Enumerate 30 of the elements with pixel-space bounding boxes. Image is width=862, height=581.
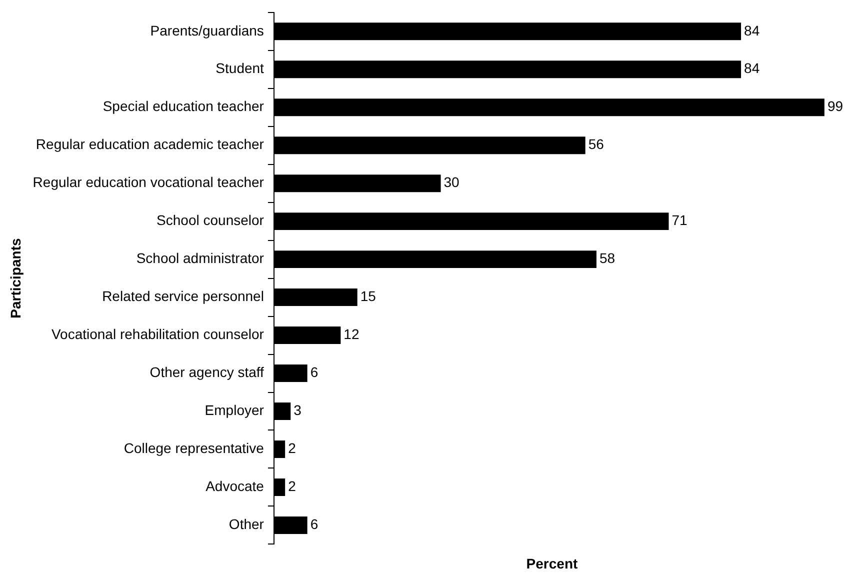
data-label: 15	[360, 288, 376, 304]
y-tick-label: School administrator	[136, 250, 264, 266]
y-tick-label: College representative	[124, 440, 264, 456]
y-tick-label: Special education teacher	[102, 98, 264, 114]
y-tick-label: Advocate	[206, 478, 264, 494]
data-label: 6	[310, 364, 318, 380]
data-label: 56	[588, 136, 604, 152]
y-tick-label: Vocational rehabilitation counselor	[51, 326, 264, 342]
data-label: 2	[288, 478, 296, 494]
y-axis-title: Participants	[7, 238, 24, 318]
y-tick-label: Parents/guardians	[150, 22, 264, 38]
data-label: 3	[294, 402, 302, 418]
y-tick-label: Regular education academic teacher	[36, 136, 264, 152]
data-label: 84	[744, 60, 760, 76]
y-tick-label: School counselor	[156, 212, 264, 228]
data-label: 71	[672, 212, 688, 228]
data-label: 6	[310, 516, 318, 532]
y-tick-label: Employer	[204, 402, 264, 418]
data-label: 2	[288, 440, 296, 456]
x-axis-title: Percent	[526, 555, 578, 572]
data-label: 30	[444, 174, 460, 190]
y-tick-label: Regular education vocational teacher	[32, 174, 264, 190]
y-tick-label: Related service personnel	[102, 288, 264, 304]
data-label: 84	[744, 22, 760, 38]
data-label: 12	[344, 326, 360, 342]
data-label: 58	[599, 250, 616, 266]
data-label: 99	[827, 98, 844, 114]
y-tick-label: Student	[216, 60, 264, 76]
y-tick-label: Other	[228, 516, 264, 532]
y-tick-label: Other agency staff	[150, 364, 264, 380]
